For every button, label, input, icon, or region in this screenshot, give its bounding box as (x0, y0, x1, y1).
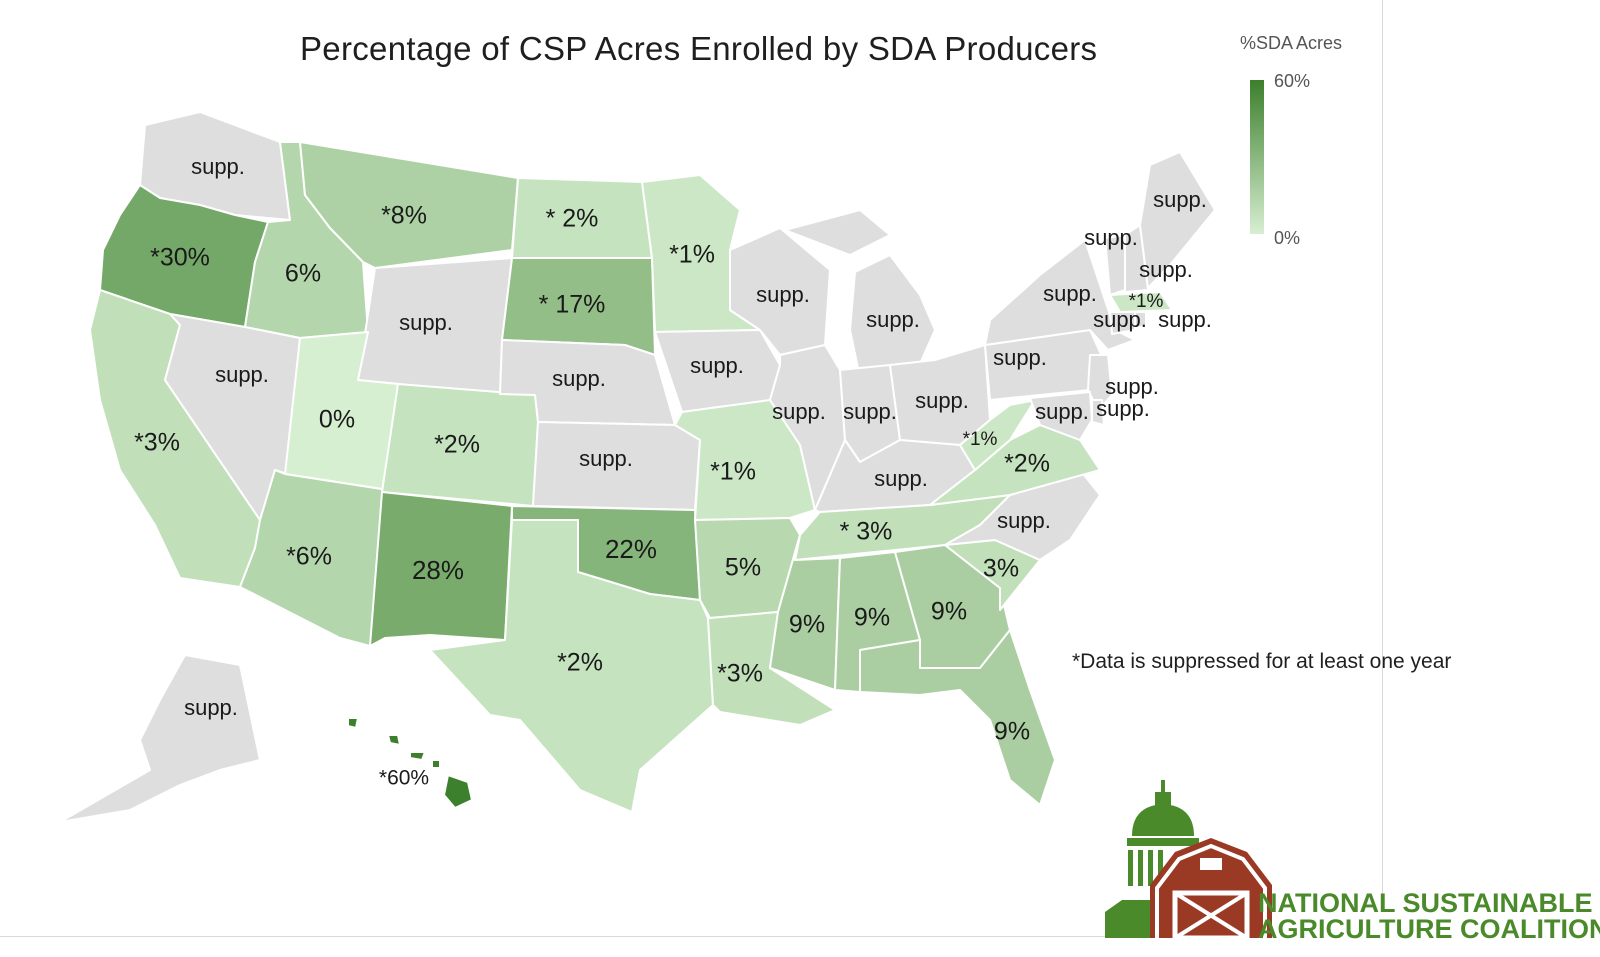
state-label-ms: 9% (789, 611, 825, 639)
state-label-mt: *8% (381, 202, 427, 230)
state-label-wy: supp. (399, 310, 453, 335)
state-label-me: supp. (1153, 187, 1207, 212)
state-label-wv: *1% (963, 429, 998, 450)
state-label-nj: supp. (1105, 374, 1159, 399)
state-label-ky: supp. (874, 466, 928, 491)
state-label-la: *3% (717, 660, 763, 688)
state-label-va: *2% (1004, 450, 1050, 478)
right-frame-line (1382, 0, 1383, 900)
state-nc (944, 469, 1101, 561)
state-label-ut: 0% (319, 406, 355, 434)
state-ct (1109, 311, 1136, 335)
state-label-nd: * 2% (546, 205, 599, 233)
state-md (1029, 391, 1093, 441)
state-label-nm: 28% (412, 555, 464, 585)
state-me (1139, 151, 1216, 289)
state-labels: supp. *30% *3% 6% supp. *8% supp. 0% *6% *2% 28% * … (134, 154, 1212, 790)
state-label-mi: supp. (866, 307, 920, 332)
state-ri (1134, 311, 1147, 329)
state-label-pa: supp. (993, 345, 1047, 370)
state-label-ak: supp. (184, 695, 238, 720)
legend-color-scale (1250, 80, 1264, 234)
state-label-vt: supp. (1084, 225, 1138, 250)
state-label-fl: 9% (994, 718, 1030, 746)
state-label-wa: supp. (191, 154, 245, 179)
state-label-tx: *2% (557, 649, 603, 677)
state-ak (59, 654, 261, 823)
chart-title: Percentage of CSP Acres Enrolled by SDA … (300, 30, 1098, 67)
state-label-sd: * 17% (539, 291, 606, 319)
logo-line-1: NATIONAL SUSTAINABLE (1258, 888, 1593, 918)
state-hi (347, 717, 473, 809)
state-shapes (59, 111, 1216, 823)
state-label-oh: supp. (915, 388, 969, 413)
state-label-nh: supp. (1139, 257, 1193, 282)
state-label-tn: * 3% (840, 518, 893, 546)
state-ma (1109, 291, 1173, 313)
state-label-il: supp. (772, 399, 826, 424)
state-label-ar: 5% (725, 554, 761, 582)
state-label-ri: supp. (1158, 307, 1212, 332)
state-label-sc: 3% (983, 555, 1019, 583)
state-label-mn: *1% (669, 241, 715, 269)
state-label-ca: *3% (134, 429, 180, 457)
state-label-co: *2% (434, 431, 480, 459)
state-label-ma: *1% (1129, 291, 1164, 312)
state-label-md: supp. (1035, 399, 1089, 424)
state-label-ok: 22% (605, 534, 657, 564)
footnote: *Data is suppressed for at least one yea… (1072, 650, 1452, 673)
logo-line-2: AGRICULTURE COALITION (1258, 914, 1600, 944)
state-label-or: *30% (150, 244, 210, 272)
state-label-hi: *60% (379, 767, 429, 790)
state-label-wi: supp. (756, 282, 810, 307)
state-nh (1124, 224, 1149, 293)
bottom-frame-line (0, 936, 1120, 937)
state-nj (1087, 354, 1113, 411)
state-label-al: 9% (854, 604, 890, 632)
legend-title: %SDA Acres (1240, 33, 1343, 53)
state-label-ia: supp. (690, 353, 744, 378)
state-label-nv: supp. (215, 362, 269, 387)
state-label-az: *6% (286, 543, 332, 571)
state-label-ny: supp. (1043, 281, 1097, 306)
capitol-dome-icon (1105, 780, 1199, 938)
state-label-in: supp. (843, 399, 897, 424)
state-label-ne: supp. (552, 366, 606, 391)
barn-icon (1150, 838, 1272, 941)
state-label-mo: *1% (710, 458, 756, 486)
state-label-ct: supp. (1093, 307, 1147, 332)
legend-min-label: 0% (1274, 228, 1301, 248)
state-tx (429, 519, 714, 813)
state-label-id: 6% (285, 260, 321, 288)
state-fl (859, 629, 1056, 806)
legend-max-label: 60% (1274, 71, 1311, 91)
state-label-ks: supp. (579, 446, 633, 471)
state-label-ga: 9% (931, 598, 967, 626)
state-mi (784, 209, 936, 379)
state-ny (984, 239, 1136, 351)
state-label-de: supp. (1096, 396, 1150, 421)
state-label-nc: supp. (997, 508, 1051, 533)
